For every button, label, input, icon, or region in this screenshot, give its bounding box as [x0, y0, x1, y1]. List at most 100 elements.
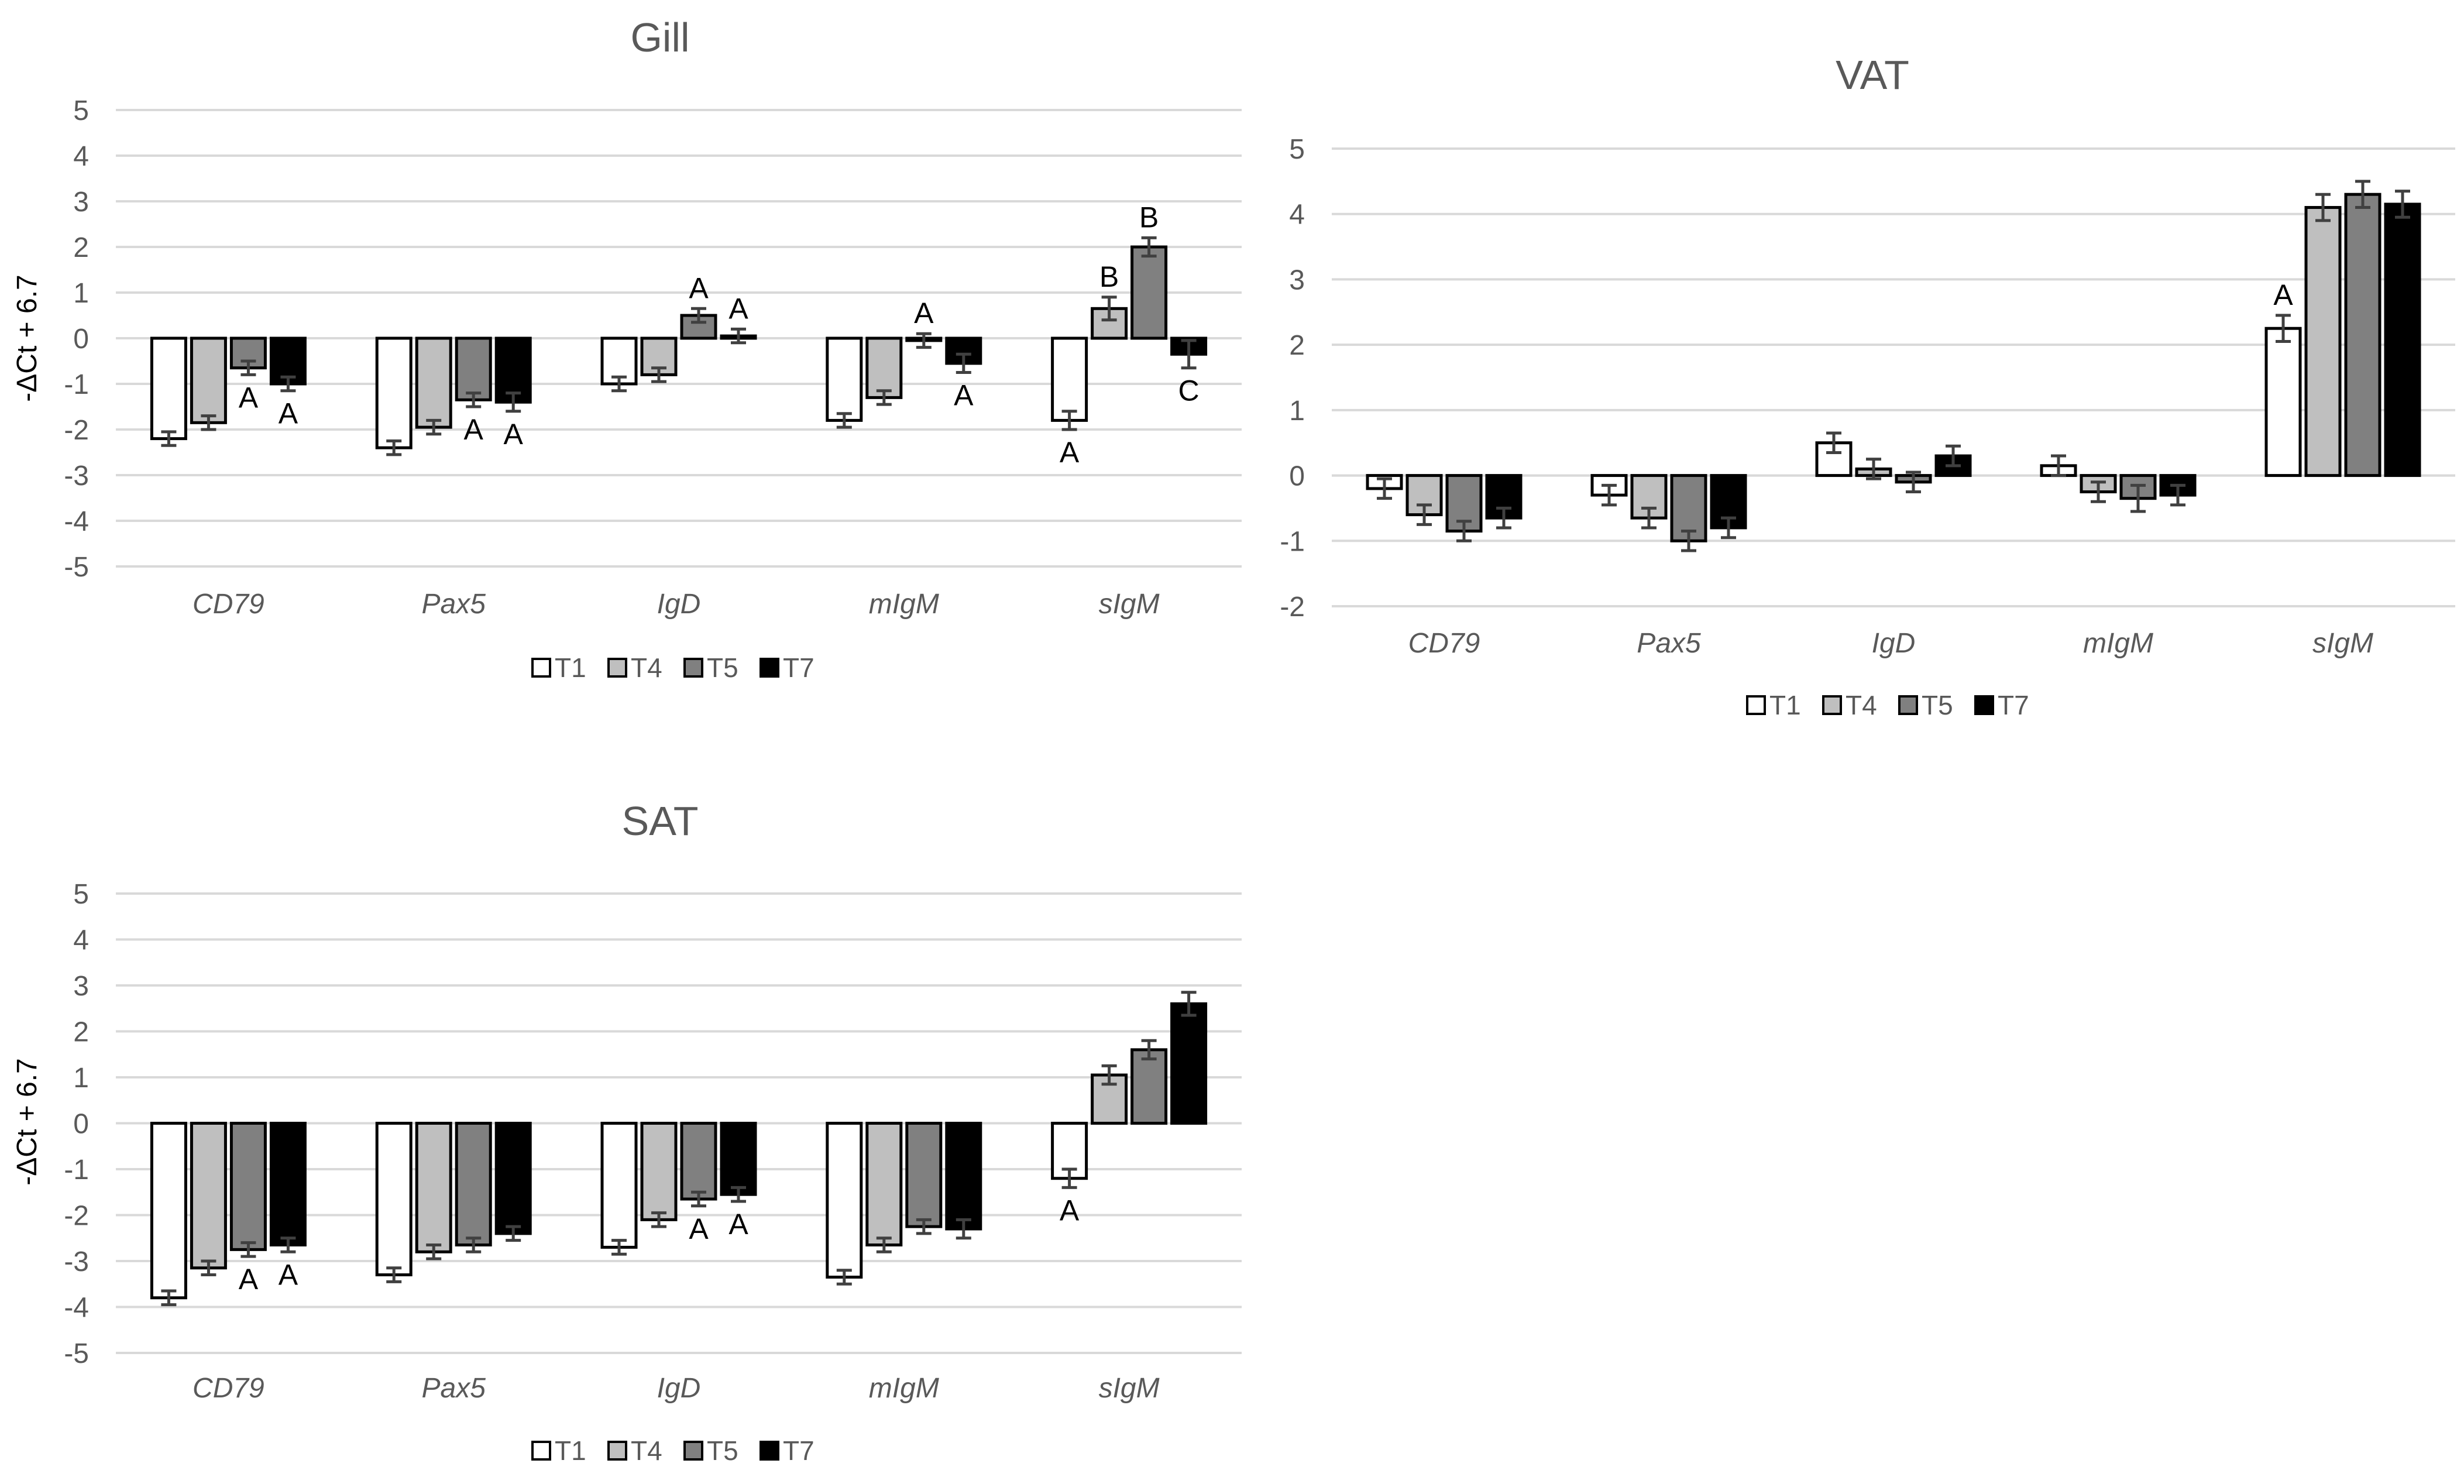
- y-tick-label: 1: [73, 1063, 89, 1094]
- error-bar: [466, 1236, 482, 1253]
- category-label: Pax5: [1637, 628, 1701, 659]
- error-bar: [1181, 991, 1197, 1017]
- error-bar: [161, 1289, 177, 1307]
- bar-t4: [865, 1122, 903, 1247]
- y-tick-label: 5: [73, 95, 89, 126]
- bar-t4: [640, 1122, 678, 1221]
- error-bar: [836, 412, 852, 429]
- error-bar: [426, 418, 442, 436]
- y-axis-label: -ΔCt + 6.7: [12, 274, 43, 401]
- legend: T1 T4 T5 T7: [531, 652, 815, 683]
- y-tick-label: -2: [64, 1201, 89, 1232]
- significance-letter: B: [1139, 201, 1159, 233]
- y-tick-label: -1: [1280, 526, 1305, 557]
- y-tick-label: 1: [1289, 396, 1305, 427]
- error-bar: [2091, 480, 2106, 503]
- y-tick-label: 1: [73, 278, 89, 309]
- error-bar: [1417, 503, 1432, 526]
- significance-letter: A: [279, 397, 298, 430]
- legend-swatch-t4: [1822, 695, 1842, 715]
- error-bar: [1946, 444, 1961, 468]
- error-bar: [1906, 470, 1921, 493]
- error-bar: [1496, 506, 1511, 530]
- error-bar: [2315, 193, 2331, 222]
- y-tick-label: 2: [73, 232, 89, 263]
- category-label: sIgM: [1099, 1373, 1160, 1404]
- category-label: Pax5: [421, 589, 486, 620]
- legend-label: T4: [631, 652, 662, 683]
- error-bar: [731, 1186, 746, 1203]
- significance-letter: A: [728, 292, 748, 325]
- bar-t1: [826, 1122, 863, 1279]
- bar-t5: [229, 1122, 267, 1251]
- legend-label: T1: [555, 652, 586, 683]
- y-tick-label: 4: [73, 925, 89, 956]
- error-bar: [506, 1225, 521, 1242]
- error-bar: [1641, 506, 1657, 530]
- error-bar: [280, 1236, 296, 1253]
- legend-label: T4: [1846, 690, 1877, 720]
- category-label: IgD: [657, 589, 701, 620]
- significance-letter: A: [239, 381, 259, 414]
- bar-t1: [2264, 327, 2302, 478]
- chart-title: VAT: [1836, 52, 1909, 98]
- legend-swatch-t7: [760, 1441, 779, 1461]
- significance-letter: A: [689, 272, 709, 304]
- y-tick-label: 0: [1289, 461, 1305, 492]
- error-bar: [426, 1243, 442, 1260]
- error-bar: [161, 430, 177, 447]
- y-tick-label: 2: [1289, 330, 1305, 361]
- y-axis-label: -ΔCt + 6.7: [12, 1058, 43, 1185]
- y-tick-label: 0: [73, 1109, 89, 1140]
- error-bar: [1141, 236, 1157, 258]
- legend-label: T1: [555, 1435, 586, 1466]
- error-bar: [916, 1218, 932, 1235]
- error-bar: [466, 391, 482, 408]
- bar-t7: [494, 1122, 532, 1235]
- error-bar: [651, 366, 666, 383]
- bar-t7: [1170, 1002, 1208, 1125]
- error-bar: [1181, 339, 1197, 370]
- error-bar: [1061, 410, 1077, 431]
- legend-label: T1: [1769, 690, 1801, 720]
- error-bar: [1456, 520, 1472, 542]
- category-label: mIgM: [869, 1373, 939, 1404]
- bar-t5: [2344, 193, 2381, 478]
- y-tick-label: 3: [1289, 264, 1305, 296]
- error-bar: [731, 327, 746, 345]
- bar-t5: [905, 1122, 943, 1228]
- error-bar: [1826, 431, 1841, 454]
- bar-t4: [190, 1122, 227, 1270]
- error-bar: [2051, 454, 2066, 478]
- legend-swatch-t7: [760, 658, 779, 678]
- error-bar: [1101, 296, 1117, 322]
- category-label: CD79: [193, 1373, 264, 1404]
- category-label: IgD: [657, 1373, 701, 1404]
- legend-swatch-t5: [683, 658, 703, 678]
- error-bar: [386, 439, 402, 456]
- y-tick-label: 4: [1289, 200, 1305, 231]
- bar-t4: [190, 336, 227, 424]
- error-bar: [916, 332, 932, 349]
- legend-label: T7: [783, 1435, 815, 1466]
- bar-t1: [375, 1122, 413, 1277]
- legend-swatch-t4: [607, 658, 627, 678]
- error-bar: [506, 391, 521, 413]
- error-bar: [2170, 483, 2185, 507]
- error-bar: [240, 1241, 256, 1258]
- bar-t4: [2304, 206, 2342, 478]
- bar-t1: [375, 336, 413, 449]
- error-bar: [1866, 458, 1881, 480]
- bar-t1: [600, 1122, 638, 1249]
- bar-t5: [1130, 245, 1168, 340]
- legend-label: T7: [1998, 690, 2029, 720]
- error-bar: [2276, 314, 2291, 343]
- bar-t5: [680, 1122, 717, 1201]
- bar-t4: [1405, 474, 1443, 517]
- chart-sat: SAT 5 4 3 2 1 0 -1 -2 -3 -4 -5 -ΔCt + 6.7 CD79 Pax5 IgD…: [12, 798, 1242, 1466]
- significance-letter: A: [728, 1208, 748, 1241]
- error-bar: [2130, 483, 2146, 513]
- bar-t4: [415, 1122, 452, 1253]
- chart-title: Gill: [630, 15, 689, 60]
